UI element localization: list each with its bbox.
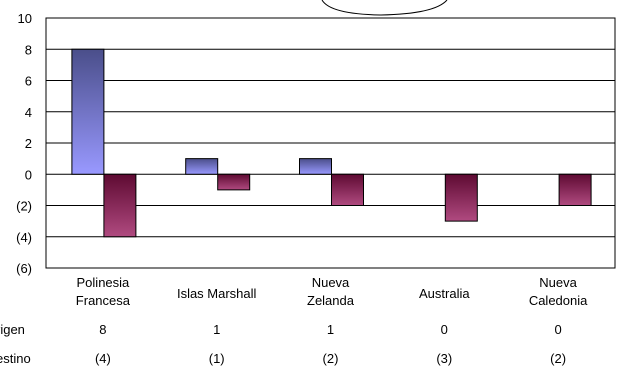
- category-label: Islas Marshall: [177, 286, 257, 301]
- category-label: Polinesia: [77, 275, 131, 290]
- table-value: 0: [554, 322, 561, 337]
- table-value: (4): [95, 351, 111, 366]
- table-value: 8: [99, 322, 106, 337]
- bar-destino: [331, 173, 364, 206]
- table-value: 1: [327, 322, 334, 337]
- category-label: Zelanda: [307, 293, 355, 308]
- category-label: Francesa: [76, 293, 131, 308]
- table-row-label: rigen: [0, 322, 25, 337]
- category-label: Australia: [419, 286, 470, 301]
- y-tick-label: 2: [25, 136, 32, 151]
- table-value: (3): [436, 351, 452, 366]
- category-label: Nueva: [539, 275, 577, 290]
- y-tick-label: 0: [25, 167, 32, 182]
- table-value: (2): [323, 351, 339, 366]
- table-value: 1: [213, 322, 220, 337]
- table-value: 0: [441, 322, 448, 337]
- y-tick-label: 6: [25, 74, 32, 89]
- y-tick-label: 8: [25, 42, 32, 57]
- bar-destino: [103, 173, 137, 238]
- bar-destino: [444, 173, 478, 222]
- y-tick-label: (4): [16, 230, 32, 245]
- bar-origen: [185, 158, 219, 175]
- category-label: Nueva: [312, 275, 350, 290]
- y-tick-label: (2): [16, 199, 32, 214]
- y-tick-label: 10: [18, 11, 32, 26]
- y-tick-label: (6): [16, 261, 32, 276]
- table-row-label: estino: [0, 351, 31, 366]
- plot-frame: [45, 17, 616, 269]
- table-value: (1): [209, 351, 225, 366]
- y-tick-label: 4: [25, 105, 32, 120]
- bar-origen: [71, 48, 105, 175]
- category-label: Caledonia: [529, 293, 588, 308]
- bar-destino: [217, 173, 251, 191]
- bar-origen: [299, 158, 332, 175]
- table-value: (2): [550, 351, 566, 366]
- bar-destino: [558, 173, 592, 206]
- oval-fragment: [321, 0, 448, 16]
